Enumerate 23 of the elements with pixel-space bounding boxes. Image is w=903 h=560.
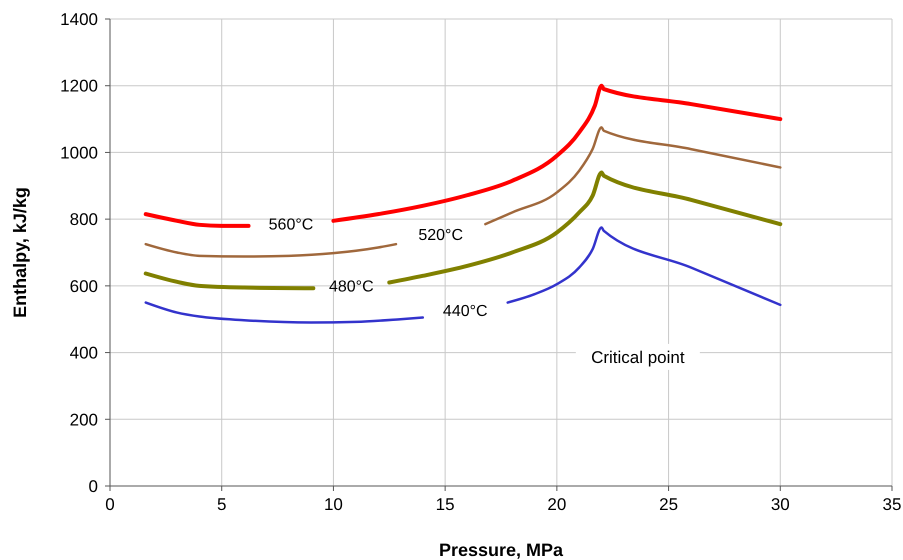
y-tick-label: 1200 [60,76,98,96]
annotation: Critical point [591,348,685,367]
x-tick-label: 25 [659,495,678,514]
x-tick-label: 15 [436,495,455,514]
series-label: 520°C [418,227,463,244]
series-label: 440°C [442,303,488,320]
y-tick-label: 0 [88,477,98,496]
x-tick-label: 20 [547,495,566,514]
y-tick-label: 1400 [60,10,98,29]
x-axis-title: Pressure, MPa [438,540,564,560]
x-tick-label: 5 [216,495,226,514]
y-tick-label: 400 [70,344,98,363]
x-tick-label: 0 [105,495,115,514]
x-tick-label: 30 [770,495,790,514]
y-tick-label: 800 [70,210,98,230]
y-tick-label: 600 [70,276,98,296]
x-tick-label: 10 [324,495,343,514]
y-tick-label: 200 [70,410,98,430]
x-tick-label: 35 [882,495,902,514]
series-label: 560°C [268,216,314,234]
y-axis-title: Enthalpy, kJ/kg [10,187,30,318]
y-tick-label: 1000 [60,143,98,162]
series-label: 480°C [328,278,374,296]
